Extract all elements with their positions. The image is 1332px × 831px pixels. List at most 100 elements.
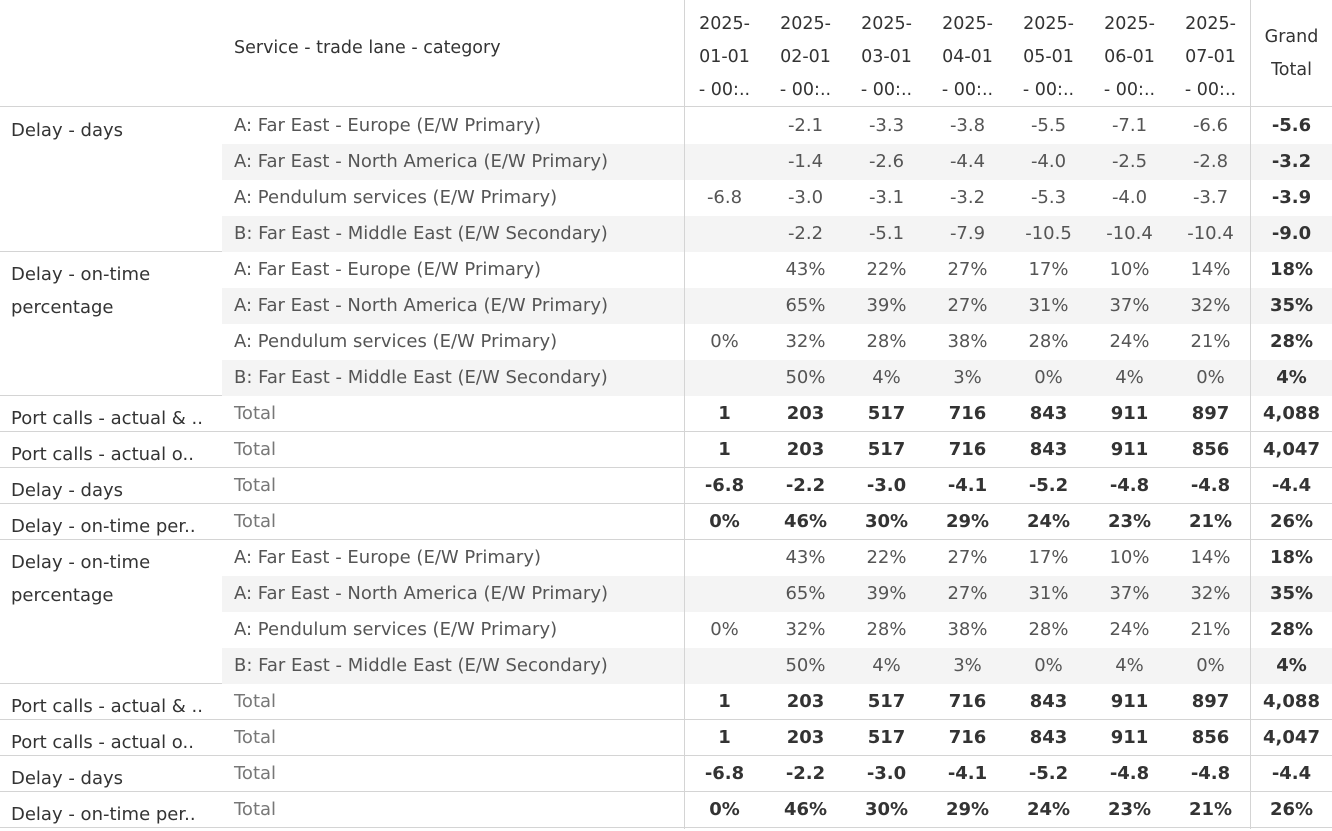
value-cell[interactable]: 32%	[1190, 583, 1231, 604]
value-cell[interactable]: 911	[1110, 727, 1149, 748]
row-category-label[interactable]: A: Far East - Europe (E/W Primary)	[234, 259, 541, 280]
row-category-label[interactable]: A: Far East - North America (E/W Primary…	[234, 151, 609, 172]
row-category-label[interactable]: A: Far East - North America (E/W Primary…	[234, 295, 609, 316]
row-category-label[interactable]: A: Pendulum services (E/W Primary)	[234, 187, 558, 208]
value-cell[interactable]: -5.1	[868, 223, 905, 244]
column-header-date[interactable]: 2025- 05-01 - 00:..	[1022, 14, 1075, 100]
value-cell[interactable]: 46%	[783, 511, 828, 532]
value-cell[interactable]: -10.4	[1187, 223, 1234, 244]
value-cell[interactable]: 14%	[1190, 547, 1231, 568]
row-category-label[interactable]: A: Pendulum services (E/W Primary)	[234, 331, 558, 352]
value-cell[interactable]: -3.0	[866, 763, 907, 784]
row-category-label[interactable]: Total	[234, 763, 277, 784]
value-cell[interactable]: 21%	[1188, 511, 1233, 532]
row-category-label[interactable]: Total	[234, 799, 277, 820]
value-cell[interactable]: -3.3	[868, 115, 905, 136]
value-cell[interactable]: 29%	[945, 799, 990, 820]
value-cell[interactable]: -5.3	[1030, 187, 1067, 208]
value-cell[interactable]: 1	[718, 691, 731, 712]
value-cell[interactable]: 31%	[1028, 583, 1069, 604]
grand-total-cell[interactable]: -4.4	[1271, 763, 1312, 784]
row-category-label[interactable]: Total	[234, 475, 277, 496]
value-cell[interactable]: 39%	[866, 583, 907, 604]
grand-total-cell[interactable]: 18%	[1269, 547, 1314, 568]
value-cell[interactable]: 50%	[785, 367, 826, 388]
value-cell[interactable]: 24%	[1026, 511, 1071, 532]
grand-total-cell[interactable]: 35%	[1269, 295, 1314, 316]
value-cell[interactable]: -2.2	[787, 223, 824, 244]
grand-total-cell[interactable]: -3.2	[1271, 151, 1312, 172]
value-cell[interactable]: 38%	[947, 331, 988, 352]
value-cell[interactable]: 716	[948, 439, 987, 460]
value-cell[interactable]: 17%	[1028, 259, 1069, 280]
value-cell[interactable]: 10%	[1109, 547, 1150, 568]
value-cell[interactable]: 30%	[864, 799, 909, 820]
row-category-label[interactable]: Total	[234, 403, 277, 424]
value-cell[interactable]: 3%	[953, 367, 982, 388]
value-cell[interactable]: 43%	[785, 547, 826, 568]
value-cell[interactable]: 856	[1191, 727, 1230, 748]
value-cell[interactable]: 1	[718, 403, 731, 424]
value-cell[interactable]: 4%	[1115, 367, 1144, 388]
value-cell[interactable]: -2.5	[1111, 151, 1148, 172]
value-cell[interactable]: 911	[1110, 439, 1149, 460]
value-cell[interactable]: 203	[786, 439, 825, 460]
column-header-date[interactable]: 2025- 06-01 - 00:..	[1103, 14, 1156, 100]
grand-total-cell[interactable]: 28%	[1269, 619, 1314, 640]
value-cell[interactable]: 27%	[947, 295, 988, 316]
value-cell[interactable]: 24%	[1109, 619, 1150, 640]
value-cell[interactable]: -3.1	[868, 187, 905, 208]
value-cell[interactable]: 65%	[785, 295, 826, 316]
value-cell[interactable]: 27%	[947, 259, 988, 280]
value-cell[interactable]: 0%	[1196, 367, 1225, 388]
row-category-label[interactable]: Total	[234, 691, 277, 712]
row-category-label[interactable]: A: Pendulum services (E/W Primary)	[234, 619, 558, 640]
value-cell[interactable]: 4%	[1115, 655, 1144, 676]
value-cell[interactable]: 14%	[1190, 259, 1231, 280]
value-cell[interactable]: 0%	[1034, 655, 1063, 676]
value-cell[interactable]: 3%	[953, 655, 982, 676]
value-cell[interactable]: -2.2	[785, 475, 826, 496]
value-cell[interactable]: 43%	[785, 259, 826, 280]
value-cell[interactable]: 28%	[1028, 331, 1069, 352]
value-cell[interactable]: 39%	[866, 295, 907, 316]
value-cell[interactable]: 897	[1191, 691, 1230, 712]
value-cell[interactable]: 46%	[783, 799, 828, 820]
grand-total-cell[interactable]: 26%	[1269, 799, 1314, 820]
measure-label[interactable]: Delay - days	[11, 120, 124, 141]
row-category-label[interactable]: A: Far East - Europe (E/W Primary)	[234, 547, 541, 568]
row-category-label[interactable]: A: Far East - North America (E/W Primary…	[234, 583, 609, 604]
value-cell[interactable]: -6.8	[704, 475, 745, 496]
grand-total-cell[interactable]: -5.6	[1271, 115, 1312, 136]
grand-total-cell[interactable]: 4%	[1276, 367, 1307, 388]
value-cell[interactable]: -10.5	[1025, 223, 1072, 244]
value-cell[interactable]: -5.2	[1028, 763, 1069, 784]
value-cell[interactable]: -4.0	[1030, 151, 1067, 172]
measure-label[interactable]: Port calls - actual o..	[11, 732, 194, 753]
value-cell[interactable]: 28%	[1028, 619, 1069, 640]
row-category-label[interactable]: Total	[234, 439, 277, 460]
value-cell[interactable]: 37%	[1109, 583, 1150, 604]
grand-total-cell[interactable]: -9.0	[1271, 223, 1312, 244]
value-cell[interactable]: 27%	[947, 583, 988, 604]
value-cell[interactable]: -2.1	[787, 115, 824, 136]
column-header-date[interactable]: 2025- 02-01 - 00:..	[779, 14, 832, 100]
grand-total-cell[interactable]: 4%	[1276, 655, 1307, 676]
value-cell[interactable]: -5.5	[1030, 115, 1067, 136]
value-cell[interactable]: 4%	[872, 655, 901, 676]
value-cell[interactable]: 843	[1029, 403, 1068, 424]
column-header-grand-total[interactable]: Grand Total	[1264, 27, 1319, 80]
value-cell[interactable]: -3.0	[866, 475, 907, 496]
value-cell[interactable]: -3.0	[787, 187, 824, 208]
value-cell[interactable]: -4.1	[947, 475, 988, 496]
row-category-label[interactable]: A: Far East - Europe (E/W Primary)	[234, 115, 541, 136]
value-cell[interactable]: 21%	[1188, 799, 1233, 820]
value-cell[interactable]: 28%	[866, 331, 907, 352]
value-cell[interactable]: 23%	[1107, 799, 1152, 820]
value-cell[interactable]: 31%	[1028, 295, 1069, 316]
value-cell[interactable]: -6.8	[706, 187, 743, 208]
value-cell[interactable]: 21%	[1190, 331, 1231, 352]
value-cell[interactable]: -4.0	[1111, 187, 1148, 208]
value-cell[interactable]: -4.8	[1190, 763, 1231, 784]
value-cell[interactable]: -4.1	[947, 763, 988, 784]
